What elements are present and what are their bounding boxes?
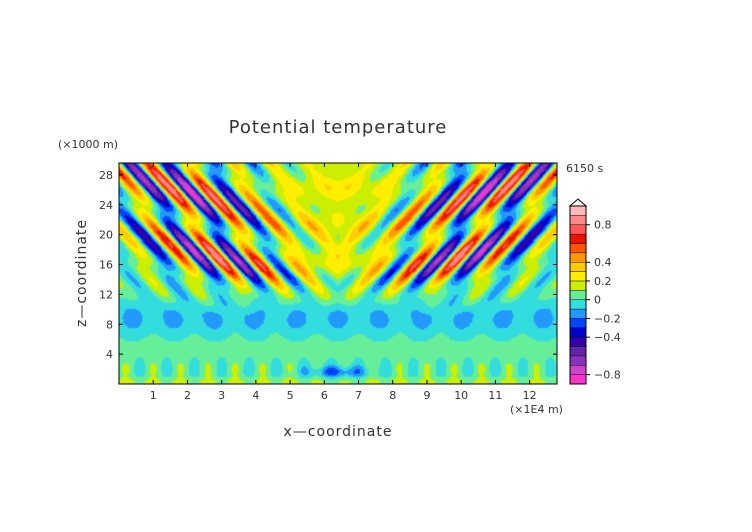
x-tick-label: 8 [389,389,396,402]
colorbar-ticks: −0.8 −0.4 −0.2 0 0.2 0.4 0.8 [586,219,621,382]
time-label: 6150 s [566,162,603,175]
colorbar-cell [569,271,587,282]
colorbar-cell [569,355,587,366]
colorbar-cell [569,215,587,225]
x-tick-label: 3 [218,389,225,402]
colorbar-cell [569,336,587,347]
x-tick-label: 6 [321,389,328,402]
colorbar-cell [569,280,587,291]
colorbar-cell [569,327,587,338]
y-axis-label: z—coordinate [74,219,90,327]
colorbar: −0.8 −0.4 −0.2 0 0.2 0.4 0.8 [568,198,621,385]
colorbar-tick-label: −0.2 [594,312,621,325]
y-axis-ticks: 4 8 12 16 20 24 28 [99,169,557,361]
colorbar-cell [569,262,587,272]
plot-frame [118,162,558,385]
y-tick-label: 24 [99,199,113,212]
y-tick-label: 4 [106,348,113,361]
y-tick-label: 12 [99,288,113,301]
chart-title: Potential temperature [229,117,448,138]
x-axis-label: x—coordinate [284,424,393,440]
colorbar-tick-label: 0.8 [594,219,612,232]
colorbar-cell [569,252,587,263]
x-unit-label: (×1E4 m) [510,403,563,416]
colorbar-cell [569,365,587,375]
x-tick-label: 1 [150,389,157,402]
colorbar-cell [569,205,587,216]
colorbar-cell [569,318,587,328]
colorbar-cell [569,233,587,244]
colorbar-frame [569,205,587,385]
colorbar-tick-label: 0.2 [594,275,612,288]
x-tick-label: 9 [423,389,430,402]
x-tick-label: 5 [287,389,294,402]
colorbar-top-arrow [568,198,588,207]
x-axis-ticks: 1 2 3 4 5 6 7 8 9 10 11 12 [150,163,537,402]
colorbar-cell [569,243,587,254]
x-tick-label: 4 [252,389,259,402]
colorbar-cell [569,299,587,310]
y-tick-label: 8 [106,318,113,331]
y-tick-label: 16 [99,259,113,272]
colorbar-tick-label: 0.4 [594,256,612,269]
colorbar-cell [569,374,587,385]
x-tick-label: 11 [488,389,502,402]
x-tick-label: 12 [523,389,537,402]
colorbar-cell [569,290,587,300]
y-tick-label: 28 [99,169,113,182]
x-tick-label: 10 [454,389,468,402]
y-unit-label: (×1000 m) [58,138,118,151]
colorbar-cell [569,224,587,235]
colorbar-cell [569,346,587,357]
temperature-field [119,163,557,384]
colorbar-cell [569,308,587,319]
colorbar-tick-label: −0.4 [594,331,621,344]
y-tick-label: 20 [99,229,113,242]
x-tick-label: 7 [355,389,362,402]
colorbar-tick-label: −0.8 [594,369,621,382]
x-tick-label: 2 [184,389,191,402]
colorbar-tick-label: 0 [594,294,601,307]
colorbar-cells [569,205,587,385]
